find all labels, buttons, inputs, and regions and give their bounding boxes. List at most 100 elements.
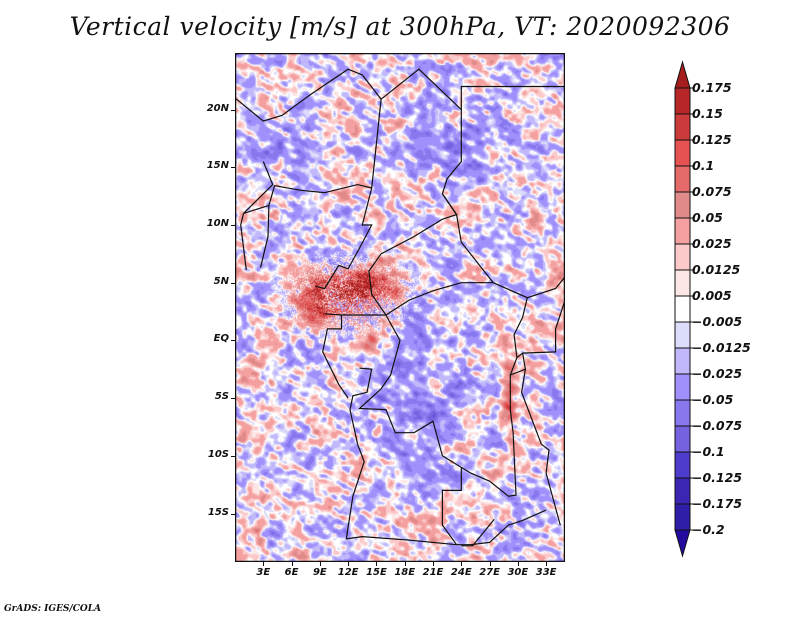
lat-tick-label: 5S [214,391,229,403]
lat-tick-mark [231,109,235,111]
colorbar-label: 0.15 [692,106,723,121]
lon-tick-mark [376,562,378,566]
lon-tick-mark [489,562,491,566]
colorbar-label: 0.125 [692,132,732,147]
country-border-line [259,205,270,268]
colorbar-swatch [674,139,691,167]
colorbar-label: 0.175 [692,80,732,95]
country-borders [235,53,565,562]
lon-tick-mark [263,562,265,566]
colorbar-label: 0.05 [692,210,723,225]
lon-tick-label: 21E [422,567,444,578]
colorbar-label: −0.1 [692,444,725,459]
lon-tick-label: 15E [366,567,387,578]
lat-tick-label: EQ [213,333,229,345]
lon-tick-mark [433,562,434,566]
lon-tick-label: 33E [535,567,557,578]
lon-tick-mark [461,562,463,566]
colorbar-swatch [674,191,691,219]
lat-tick-mark [231,224,235,226]
country-border-line [235,68,363,122]
country-border-line [322,315,349,399]
vertical-velocity-field [235,53,565,562]
lon-tick-mark [319,562,321,566]
colorbar-swatch [674,113,691,141]
lat-tick-mark [231,282,235,284]
colorbar-label: 0.1 [692,158,715,173]
lat-tick-mark [231,455,235,457]
country-border-line [345,367,373,539]
lon-tick-mark [348,562,350,566]
colorbar-label: −0.175 [692,496,743,511]
lon-tick-mark [404,562,406,566]
country-border-line [461,518,495,547]
colorbar-swatch [674,321,691,349]
colorbar-swatch [674,477,691,505]
colorbar-label: −0.075 [692,418,743,433]
country-border-line [358,314,462,546]
grads-credit: GrADS: IGES/COLA [4,604,102,614]
country-border-line [324,313,386,316]
lon-tick-label: 18E [394,567,416,578]
country-border-line [314,187,373,290]
colorbar-label: −0.0125 [692,340,751,355]
lon-tick-label: 9E [312,567,327,578]
colorbar-extend-bottom [674,529,691,558]
colorbar-swatch [674,425,691,453]
colorbar-swatch [674,269,691,297]
lat-tick-mark [231,167,235,169]
lat-tick-mark [231,513,235,515]
colorbar-label: 0.025 [692,236,732,251]
country-border-line [346,509,547,546]
colorbar-label: −0.025 [692,366,743,381]
colorbar-label: 0.075 [692,184,732,199]
lon-tick-label: 12E [337,567,359,578]
lon-tick-label: 30E [507,567,529,578]
country-border-line [243,74,382,214]
colorbar-label: −0.05 [692,392,734,407]
lat-tick-mark [231,398,235,400]
country-border-line [460,297,528,497]
colorbar-swatch [674,165,691,193]
lon-tick-label: 6E [284,567,299,578]
map-plot-area [235,53,565,562]
colorbar-swatch [674,243,691,271]
country-border-line [240,213,247,271]
country-border-line [385,282,494,316]
colorbar-label: −0.2 [692,522,725,537]
lat-tick-label: 5N [213,275,229,287]
colorbar-swatch [674,373,691,401]
colorbar-label: 0.0125 [692,262,741,277]
colorbar-swatch [674,347,691,375]
country-border-line [516,299,565,359]
lat-tick-label: 15S [207,506,229,518]
lat-tick-label: 15N [206,160,229,172]
colorbar-swatch [674,295,691,323]
colorbar-swatch [674,451,691,479]
colorbar-swatch [674,399,691,427]
lat-tick-label: 10N [206,217,229,229]
country-border-line [460,85,565,110]
colorbar-extend-top [674,60,691,89]
colorbar-label: −0.005 [692,314,743,329]
lon-tick-mark [517,562,519,566]
country-border-line [510,368,526,376]
colorbar-label: −0.125 [692,470,743,485]
lon-tick-label: 24E [450,567,472,578]
country-border-line [441,193,565,299]
lon-tick-label: 27E [479,567,500,578]
lon-tick-mark [546,562,548,566]
lon-tick-mark [291,562,293,566]
colorbar [674,60,694,558]
lat-tick-mark [231,340,235,342]
map-frame-border [235,53,565,562]
lat-tick-label: 20N [206,102,229,114]
colorbar-label: 0.005 [692,288,732,303]
lat-tick-label: 10S [207,448,229,460]
country-border-line [368,68,462,316]
lon-tick-label: 3E [256,567,271,578]
chart-title: Vertical velocity [m/s] at 300hPa, VT: 2… [69,12,731,41]
country-border-line [520,352,561,526]
colorbar-swatch [674,503,691,531]
colorbar-swatch [674,87,691,115]
